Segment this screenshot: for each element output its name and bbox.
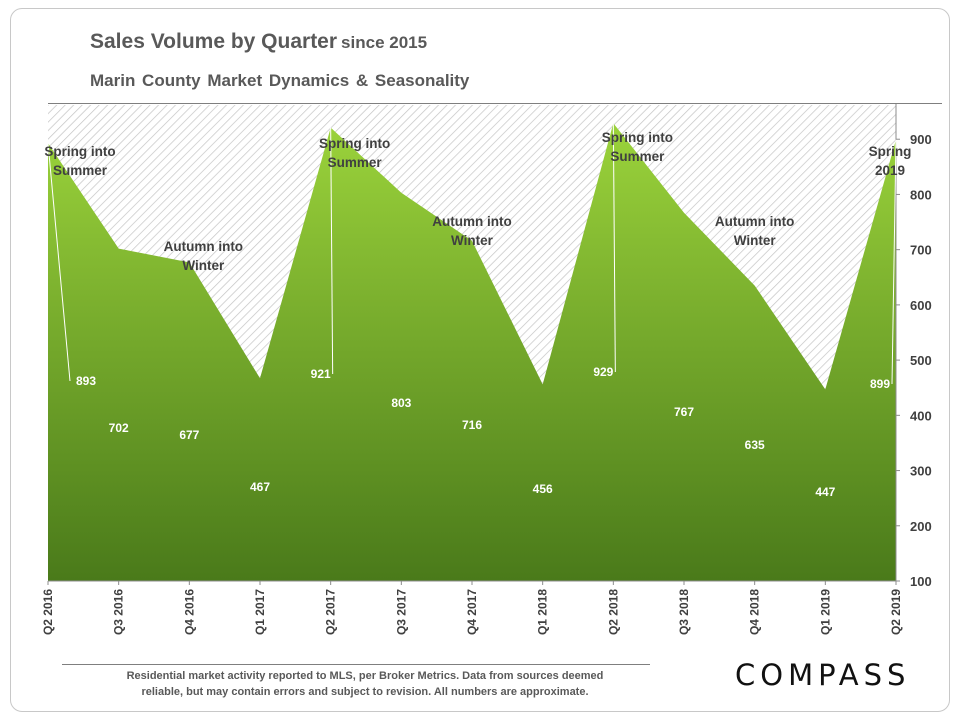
y-tick-label: 700 xyxy=(910,243,932,258)
data-label: 447 xyxy=(815,485,835,499)
data-label: 635 xyxy=(745,438,765,452)
data-label-leader xyxy=(891,139,897,385)
season-annotation-line: Winter xyxy=(182,258,225,273)
data-label: 467 xyxy=(250,480,270,494)
x-tick-label: Q3 2016 xyxy=(112,589,126,635)
season-annotation-line: Autumn into xyxy=(432,214,511,229)
season-annotation-line: Spring into xyxy=(602,130,673,145)
y-tick-label: 600 xyxy=(910,298,932,313)
x-tick-label: Q2 2017 xyxy=(324,589,338,635)
data-label: 803 xyxy=(391,396,411,410)
x-tick-label: Q4 2018 xyxy=(748,589,762,635)
data-label: 702 xyxy=(109,421,129,435)
season-annotation-line: Autumn into xyxy=(715,214,794,229)
header-divider xyxy=(48,103,942,104)
y-tick-label: 500 xyxy=(910,353,932,368)
x-tick-label: Q3 2017 xyxy=(394,589,408,635)
season-annotation: Autumn into Winter xyxy=(715,214,794,248)
y-tick-label: 400 xyxy=(910,408,932,423)
x-tick-label: Q4 2016 xyxy=(182,589,196,635)
footnote-line-1: Residential market activity reported to … xyxy=(126,670,604,682)
season-annotation-line: Spring into xyxy=(319,136,390,151)
x-tick-label: Q2 2016 xyxy=(41,589,55,635)
sales-area xyxy=(48,123,896,581)
season-annotation-line: Summer xyxy=(53,163,108,178)
chart-title-main: Sales Volume by Quarter xyxy=(90,30,338,53)
x-tick-label: Q1 2018 xyxy=(536,589,550,635)
season-annotation-line: Winter xyxy=(734,233,777,248)
chart-subtitle: Marin County Market Dynamics & Seasonali… xyxy=(90,71,470,90)
season-annotation-line: Spring into xyxy=(44,144,115,159)
data-label: 899 xyxy=(870,377,890,391)
data-label: 677 xyxy=(179,428,199,442)
chart-title-suffix: since 2015 xyxy=(341,33,428,52)
x-tick-label: Q2 2019 xyxy=(889,589,903,635)
footer-divider xyxy=(62,664,650,665)
data-label: 716 xyxy=(462,418,482,432)
data-label-leader xyxy=(330,127,334,375)
x-tick-label: Q2 2018 xyxy=(606,589,620,635)
data-label-leader xyxy=(612,123,616,373)
x-tick-label: Q1 2019 xyxy=(818,589,832,635)
chart-title: Sales Volume by Quarter since 2015 xyxy=(90,30,427,54)
plot-area: 100 200 300 400 500 600 700 800 900 Q2 2016 Q3 201… xyxy=(41,104,932,635)
y-tick-label: 100 xyxy=(910,574,932,589)
footnote-line-2: reliable, but may contain errors and sub… xyxy=(141,686,589,698)
x-tick-label: Q1 2017 xyxy=(253,589,267,635)
season-annotation-line: Summer xyxy=(610,149,665,164)
y-tick-label: 900 xyxy=(910,132,932,147)
y-tick-label: 300 xyxy=(910,464,932,479)
season-annotation-line: Autumn into xyxy=(164,239,243,254)
data-label: 767 xyxy=(674,405,694,419)
data-label: 921 xyxy=(311,367,331,381)
season-annotation-line: Winter xyxy=(451,233,494,248)
x-tick-label: Q3 2018 xyxy=(677,589,691,635)
season-annotation: Spring into Summer xyxy=(602,130,673,164)
season-annotation: Spring 2019 xyxy=(869,144,912,178)
season-annotation: Spring into Summer xyxy=(319,136,390,170)
season-annotation: Autumn into Winter xyxy=(164,239,243,273)
data-label: 893 xyxy=(76,374,96,388)
season-annotation: Spring into Summer xyxy=(44,144,115,178)
data-label: 456 xyxy=(533,482,553,496)
data-label: 929 xyxy=(593,365,613,379)
footnote: Residential market activity reported to … xyxy=(60,668,670,700)
compass-logo: COMPASS xyxy=(735,658,911,692)
season-annotation-line: Summer xyxy=(328,155,383,170)
season-annotation: Autumn into Winter xyxy=(432,214,511,248)
season-annotation-line: 2019 xyxy=(875,163,905,178)
y-tick-label: 200 xyxy=(910,519,932,534)
x-tick-label: Q4 2017 xyxy=(465,589,479,635)
y-tick-label: 800 xyxy=(910,187,932,202)
season-annotation-line: Spring xyxy=(869,144,912,159)
data-label-leader xyxy=(47,143,71,382)
